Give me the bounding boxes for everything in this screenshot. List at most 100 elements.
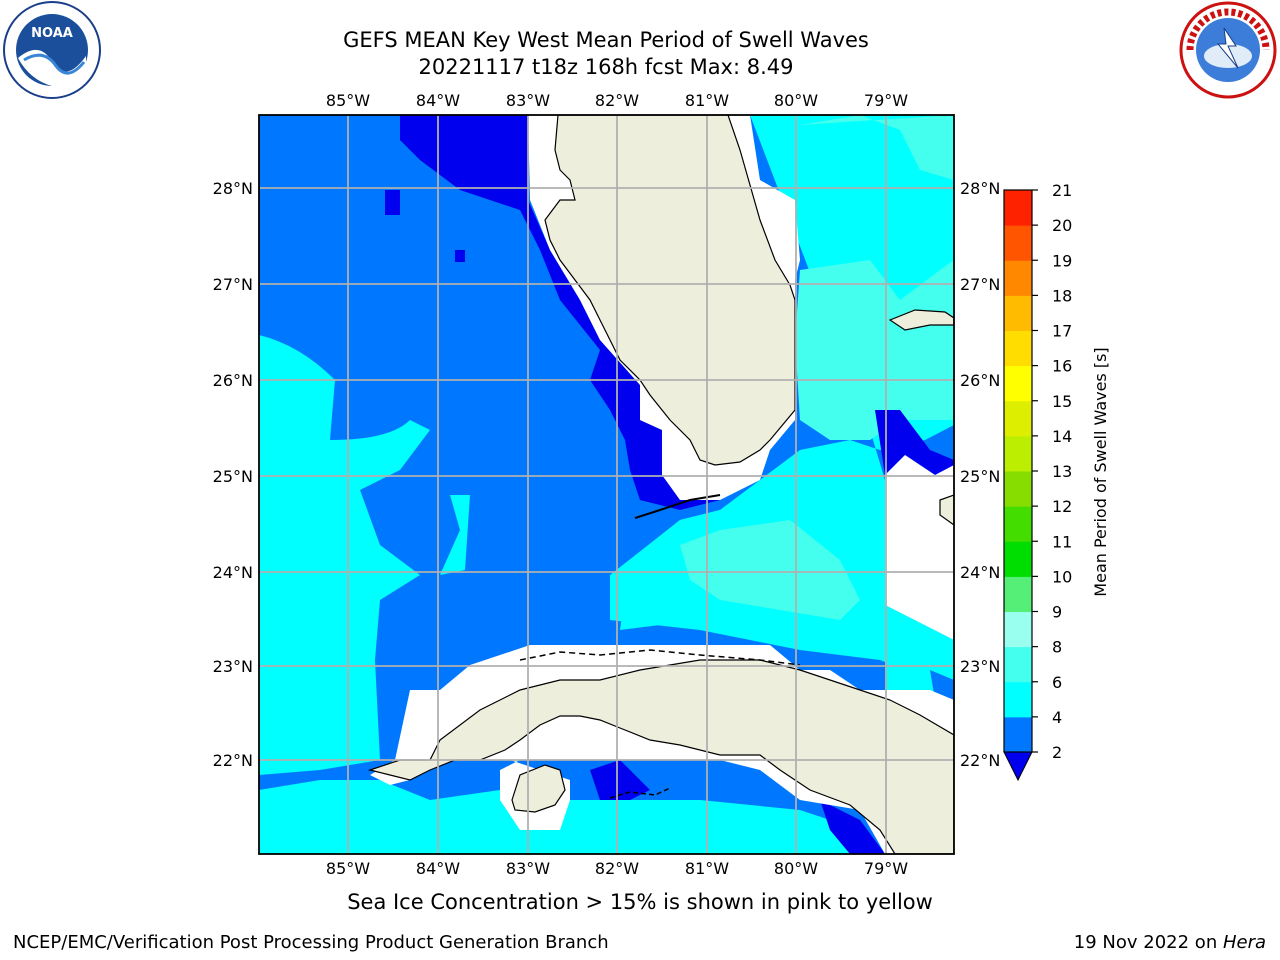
colorbar-segment bbox=[1004, 260, 1032, 296]
lon-label-top: 79°W bbox=[864, 91, 908, 110]
sea-ice-footnote: Sea Ice Concentration > 15% is shown in … bbox=[347, 890, 933, 914]
colorbar-tick-label: 8 bbox=[1052, 638, 1062, 657]
lon-labels-top: 85°W 84°W 83°W 82°W 81°W 80°W 79°W bbox=[326, 91, 908, 110]
lat-label-left: 28°N bbox=[213, 179, 253, 198]
lat-label-left: 25°N bbox=[213, 467, 253, 486]
swell-period-6-8-region-east bbox=[795, 260, 954, 440]
lon-label-top: 84°W bbox=[416, 91, 460, 110]
swell-period-4-6-region-south bbox=[259, 780, 885, 854]
no-data-mask-andros bbox=[885, 520, 954, 640]
swell-period-6-8-region-straits bbox=[680, 520, 860, 620]
lon-label-top: 81°W bbox=[685, 91, 729, 110]
swell-period-4-6-region-west-inner bbox=[440, 495, 470, 575]
land-cuba bbox=[367, 659, 954, 854]
colorbar-segment bbox=[1004, 471, 1032, 507]
colorbar-label: Mean Period of Swell Waves [s] bbox=[1091, 347, 1110, 596]
land-grand-bahama bbox=[888, 309, 954, 331]
lon-label-bottom: 85°W bbox=[326, 859, 370, 878]
map-title: GEFS MEAN Key West Mean Period of Swell … bbox=[343, 28, 869, 52]
noaa-logo-text: NOAA bbox=[31, 26, 73, 41]
colorbar-segment bbox=[1004, 611, 1032, 648]
lon-label-bottom: 79°W bbox=[864, 859, 908, 878]
lon-label-bottom: 80°W bbox=[774, 859, 818, 878]
lat-label-right: 27°N bbox=[960, 275, 1000, 294]
lon-label-top: 85°W bbox=[326, 91, 370, 110]
lon-labels-bottom: 85°W 84°W 83°W 82°W 81°W 80°W 79°W bbox=[326, 859, 908, 878]
lon-label-bottom: 81°W bbox=[685, 859, 729, 878]
nws-logo bbox=[1179, 1, 1277, 99]
colorbar-segment bbox=[1004, 365, 1032, 402]
lat-label-left: 23°N bbox=[213, 657, 253, 676]
colorbar: 2 4 6 8 9 10 11 12 13 14 15 16 17 18 19 20 21 bbox=[1003, 181, 1072, 782]
swell-period-lt2-region-bahamas bbox=[875, 410, 954, 475]
land-florida-keys bbox=[634, 494, 721, 519]
lon-label-bottom: 82°W bbox=[595, 859, 639, 878]
colorbar-tick-label: 19 bbox=[1052, 251, 1072, 270]
lat-label-left: 24°N bbox=[213, 563, 253, 582]
colorbar-extend-arrow bbox=[1003, 751, 1033, 782]
colorbar-tick-label: 9 bbox=[1052, 603, 1062, 622]
noaa-logo: NOAA bbox=[3, 1, 101, 99]
colorbar-segment bbox=[1004, 716, 1032, 753]
lon-label-bottom: 84°W bbox=[416, 859, 460, 878]
colorbar-tick-label: 16 bbox=[1052, 357, 1072, 376]
colorbar-segment bbox=[1004, 576, 1032, 612]
credits-branch: NCEP/EMC/Verification Post Processing Pr… bbox=[13, 932, 609, 953]
colorbar-tick-label: 17 bbox=[1052, 322, 1072, 341]
colorbar-segment bbox=[1004, 435, 1032, 472]
swell-period-lt2-region-atlantic-coast bbox=[820, 800, 885, 854]
colorbar-segment bbox=[1004, 400, 1032, 437]
swell-period-4-6-region-west bbox=[259, 335, 430, 775]
colorbar-segment bbox=[1004, 646, 1032, 683]
lat-label-right: 26°N bbox=[960, 371, 1000, 390]
lon-label-bottom: 83°W bbox=[506, 859, 550, 878]
colorbar-segment bbox=[1004, 681, 1032, 718]
colorbar-tick-label: 18 bbox=[1052, 286, 1072, 305]
credits-date-text: 19 Nov 2022 on bbox=[1073, 932, 1223, 953]
colorbar-tick-label: 10 bbox=[1052, 567, 1072, 586]
land-cuba-south-cays bbox=[609, 787, 671, 799]
swell-period-lt2-region-patch-3 bbox=[385, 190, 400, 215]
land-florida bbox=[544, 115, 796, 466]
map-area bbox=[259, 115, 954, 854]
swell-period-6-8-region-north bbox=[800, 115, 954, 180]
colorbar-segment bbox=[1004, 541, 1032, 577]
lat-labels-right: 28°N 27°N 26°N 25°N 24°N 23°N 22°N bbox=[960, 179, 1000, 770]
lat-label-right: 23°N bbox=[960, 657, 1000, 676]
lat-label-left: 26°N bbox=[213, 371, 253, 390]
credits-date: 19 Nov 2022 on Hera bbox=[1074, 932, 1266, 953]
lon-label-top: 82°W bbox=[595, 91, 639, 110]
swell-period-lt2-region-patch-1 bbox=[455, 125, 462, 145]
map-gridlines bbox=[259, 115, 954, 854]
lat-label-left: 22°N bbox=[213, 751, 253, 770]
lat-label-right: 22°N bbox=[960, 751, 1000, 770]
colorbar-tick-label: 12 bbox=[1052, 497, 1072, 516]
colorbar-segment bbox=[1004, 330, 1032, 367]
credits-host: Hera bbox=[1222, 932, 1266, 953]
lat-label-right: 24°N bbox=[960, 563, 1000, 582]
lat-labels-left: 28°N 27°N 26°N 25°N 24°N 23°N 22°N bbox=[213, 179, 253, 770]
lat-label-left: 27°N bbox=[213, 275, 253, 294]
colorbar-segment bbox=[1004, 295, 1032, 331]
colorbar-tick-label: 14 bbox=[1052, 427, 1072, 446]
map-frame bbox=[258, 114, 955, 855]
land-cuba-north-cays bbox=[519, 649, 801, 666]
colorbar-tick-label: 4 bbox=[1052, 708, 1062, 727]
lon-label-top: 83°W bbox=[506, 91, 550, 110]
colorbar-tick-label: 6 bbox=[1052, 673, 1062, 692]
colorbar-tick-label: 15 bbox=[1052, 392, 1072, 411]
lat-label-right: 28°N bbox=[960, 179, 1000, 198]
colorbar-tick-label: 20 bbox=[1052, 216, 1072, 235]
land-andros bbox=[939, 494, 954, 526]
colorbar-tick-label: 11 bbox=[1052, 532, 1072, 551]
colorbar-tick-label: 2 bbox=[1052, 743, 1062, 762]
no-data-mask-bahamas bbox=[885, 455, 954, 550]
swell-period-lt2-region-patch-2 bbox=[455, 250, 465, 262]
colorbar-segment bbox=[1004, 190, 1032, 226]
map-subtitle: 20221117 t18z 168h fcst Max: 8.49 bbox=[418, 55, 794, 79]
colorbar-tick-label: 13 bbox=[1052, 462, 1072, 481]
colorbar-segment bbox=[1004, 506, 1032, 542]
lat-label-right: 25°N bbox=[960, 467, 1000, 486]
swell-period-lt2-region-cuba-south bbox=[590, 760, 650, 800]
